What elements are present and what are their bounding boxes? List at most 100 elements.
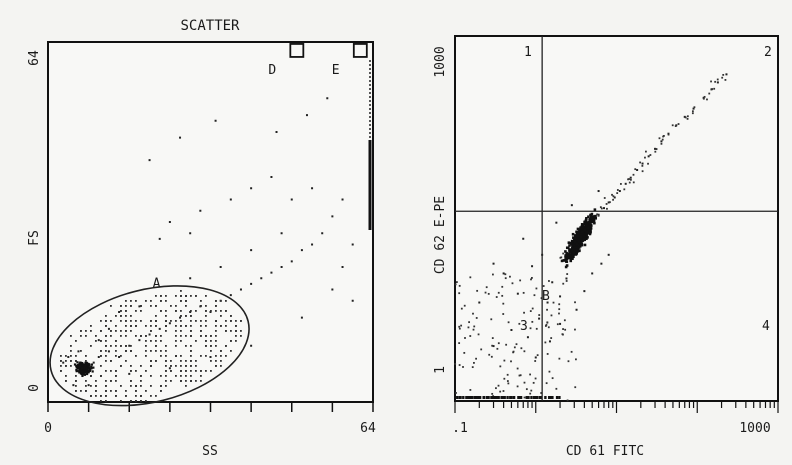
cd-cluster-point: [585, 216, 588, 220]
cd-baseline-point: [471, 396, 474, 399]
cd-cluster-point: [579, 236, 583, 240]
cd-point: [490, 355, 493, 358]
scatter-gate-point: [190, 330, 192, 332]
scatter-gate-point: [105, 380, 107, 382]
cd-diagonal-point: [605, 203, 608, 205]
scatter-gate-point: [205, 335, 207, 337]
cd-point: [542, 285, 545, 287]
scatter-gate-point: [80, 350, 82, 352]
scatter-gate-point: [180, 295, 182, 297]
scatter-point: [107, 327, 110, 330]
scatter-gate-point: [135, 310, 137, 312]
scatter-gate-point: [165, 315, 167, 317]
cd-point: [502, 390, 505, 392]
cd-point: [475, 317, 478, 319]
scatter-gate-point: [180, 370, 182, 372]
scatter-gate-point: [215, 340, 217, 342]
scatter-gate-point: [95, 335, 97, 337]
cd-cluster-point: [582, 226, 585, 229]
scatter-point: [148, 159, 151, 162]
marker-b-label: B: [542, 289, 550, 304]
cd-diagonal-point: [684, 116, 687, 119]
scatter-gate-point: [105, 325, 107, 327]
cd-cluster-point: [569, 241, 573, 245]
scatter-gate-point: [180, 340, 182, 342]
cd-point: [503, 377, 506, 380]
cd-point: [513, 346, 516, 349]
scatter-point: [87, 384, 90, 387]
scatter-gate-point: [180, 300, 182, 302]
scatter-gate-point: [215, 360, 217, 362]
scatter-gate-point: [200, 370, 202, 372]
scatter-gate-point: [210, 360, 212, 362]
scatter-gate-point: [225, 355, 227, 357]
cd-point: [583, 290, 586, 293]
scatter-gate-point: [240, 335, 242, 337]
scatter-gate-point: [215, 335, 217, 337]
scatter-gate-point: [110, 380, 112, 382]
cd-cluster-point: [594, 217, 598, 220]
cd-cluster-point: [579, 235, 583, 239]
cd-point: [534, 356, 537, 359]
scatter-cluster-point: [85, 367, 88, 370]
scatter-gate-point: [130, 400, 132, 402]
cd-point: [575, 358, 577, 361]
scatter-gate-point: [200, 300, 202, 302]
scatter-gate-point: [185, 360, 187, 362]
scatter-gate-point: [130, 305, 132, 307]
scatter-gate-point: [225, 310, 227, 312]
cd-point: [491, 344, 494, 347]
cd-cluster-point: [589, 228, 592, 232]
scatter-gate-point: [195, 365, 197, 367]
scatter-gate-point: [180, 360, 182, 362]
cd-diagonal-point: [644, 156, 646, 159]
cd-cluster-point: [577, 246, 581, 249]
cd-cluster-point: [575, 240, 578, 244]
cd-point: [499, 390, 502, 393]
scatter-gate-point: [225, 325, 227, 327]
cd-y-axis-label: CD 62 E-PE: [433, 196, 448, 274]
cd-cluster-point: [573, 240, 577, 244]
scatter-gate-point: [65, 375, 67, 377]
scatter-gate-point: [105, 370, 107, 372]
scatter-gate-point: [185, 385, 187, 387]
cd-baseline-point: [462, 396, 465, 399]
cd-diagonal-point: [597, 213, 600, 216]
scatter-gate-point: [60, 365, 62, 367]
scatter-gate-point: [135, 335, 137, 337]
cd-diagonal-point: [667, 132, 670, 135]
scatter-gate-point: [200, 355, 202, 357]
scatter-gate-point: [165, 330, 167, 332]
cd-cluster-point: [582, 231, 585, 234]
cd-diagonal-point: [611, 193, 613, 196]
cd-point: [565, 280, 568, 282]
scatter-gate-point: [160, 310, 162, 312]
scatter-gate-point: [150, 395, 152, 397]
cd-point: [469, 276, 472, 279]
scatter-gate-point: [130, 365, 132, 367]
scatter-cluster-point: [78, 370, 82, 373]
cd-panel: 1 2 3 4 B .1 1000 1 1000 CD 61 FITC CD 6…: [433, 35, 779, 459]
cd-cluster-point: [573, 236, 577, 239]
cd-point: [495, 296, 498, 298]
scatter-gate-point: [155, 345, 157, 347]
scatter-point: [229, 198, 232, 201]
scatter-gate-point: [160, 355, 162, 357]
scatter-gate-point: [120, 335, 122, 337]
cd-diagonal-point: [649, 154, 652, 156]
cd-baseline-point: [473, 396, 477, 399]
cd-cluster-point: [565, 251, 568, 255]
cd-cluster-point: [575, 248, 578, 252]
scatter-gate-point: [160, 295, 162, 297]
scatter-gate-point: [105, 350, 107, 352]
scatter-gate-point: [195, 340, 197, 342]
cd-point: [501, 294, 504, 297]
cd-point: [467, 326, 470, 329]
scatter-gate-point: [175, 320, 177, 322]
cd-x-tick-max: 1000: [739, 421, 770, 436]
scatter-gate-point: [180, 315, 182, 317]
scatter-gate-point: [135, 395, 137, 397]
scatter-gate-point: [180, 365, 182, 367]
scatter-gate-point: [175, 330, 177, 332]
scatter-point: [168, 221, 171, 223]
